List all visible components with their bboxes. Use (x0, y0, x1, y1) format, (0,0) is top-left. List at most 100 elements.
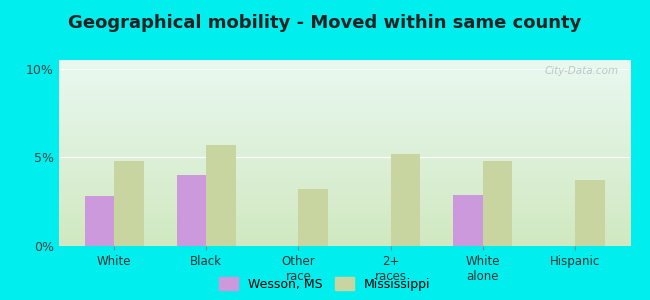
Bar (58, 238, 630, 240)
Bar (58, 190, 630, 192)
Bar (58, 198, 630, 200)
Bar (58, 68, 630, 69)
Bar (58, 127, 630, 129)
Bar (58, 196, 630, 198)
Bar (58, 146, 630, 147)
Bar (58, 242, 630, 244)
Bar (58, 147, 630, 149)
Bar (58, 133, 630, 134)
Bar (58, 207, 630, 209)
Bar (58, 214, 630, 216)
Bar (58, 237, 630, 239)
Bar (58, 235, 630, 237)
Bar (58, 118, 630, 119)
Bar (58, 77, 630, 79)
Bar (58, 183, 630, 184)
Bar (58, 62, 630, 64)
Bar (58, 123, 630, 125)
Text: City-Data.com: City-Data.com (545, 66, 619, 76)
Bar (58, 229, 630, 231)
Bar (58, 216, 630, 218)
Bar (298, 189, 328, 246)
Bar (58, 106, 630, 108)
Bar (58, 94, 630, 95)
Bar (58, 184, 630, 187)
Bar (58, 211, 630, 212)
Bar (58, 226, 630, 227)
Bar (58, 159, 630, 161)
Bar (58, 177, 630, 179)
Bar (58, 209, 630, 211)
Bar (58, 212, 630, 214)
Bar (58, 220, 630, 222)
Bar (58, 95, 630, 97)
Bar (58, 69, 630, 71)
Bar (58, 119, 630, 122)
Bar (58, 131, 630, 133)
Bar (58, 222, 630, 224)
Bar (58, 168, 630, 170)
Bar (114, 161, 144, 246)
Bar (58, 240, 630, 242)
Bar (58, 114, 630, 116)
Bar (58, 194, 630, 196)
Bar (58, 200, 630, 201)
Bar (58, 160, 630, 162)
Bar (58, 64, 630, 66)
Bar (58, 224, 630, 226)
Bar (58, 97, 630, 99)
Bar (58, 84, 630, 86)
Bar (58, 149, 630, 151)
Text: Geographical mobility - Moved within same county: Geographical mobility - Moved within sam… (68, 14, 582, 32)
Bar (58, 162, 630, 164)
Bar (58, 103, 630, 105)
Bar (58, 75, 630, 77)
Bar (58, 233, 630, 235)
Bar (391, 154, 420, 246)
Bar (58, 170, 630, 172)
Bar (58, 157, 630, 159)
Bar (58, 99, 630, 101)
Bar (58, 179, 630, 181)
Bar (58, 134, 630, 136)
Bar (58, 201, 630, 203)
Bar (58, 153, 630, 155)
Bar (58, 173, 630, 175)
Bar (58, 175, 630, 177)
Bar (58, 151, 630, 153)
Bar (58, 136, 630, 138)
Bar (58, 105, 630, 106)
Bar (58, 79, 630, 80)
Bar (58, 187, 630, 188)
Bar (58, 110, 630, 112)
Bar (58, 231, 630, 233)
Bar (58, 244, 630, 246)
Bar (58, 86, 630, 88)
Bar (58, 144, 630, 146)
Bar (58, 227, 630, 229)
Bar (58, 60, 630, 62)
Bar (575, 181, 604, 246)
Bar (58, 203, 630, 205)
Bar (58, 205, 630, 207)
Bar (58, 172, 630, 173)
Bar (58, 101, 630, 103)
Bar (58, 125, 630, 127)
Bar (58, 129, 630, 131)
Bar (58, 66, 630, 68)
Bar (58, 142, 630, 144)
Bar (58, 122, 630, 123)
Bar (206, 145, 236, 246)
Bar (58, 166, 630, 168)
Bar (58, 140, 630, 142)
Bar (58, 92, 630, 94)
Bar (483, 161, 512, 246)
Bar (58, 90, 630, 92)
Bar (58, 116, 630, 118)
Bar (58, 218, 630, 220)
Bar (58, 155, 630, 157)
Bar (58, 192, 630, 194)
Bar (58, 73, 630, 75)
Bar (58, 80, 630, 82)
Bar (58, 108, 630, 110)
